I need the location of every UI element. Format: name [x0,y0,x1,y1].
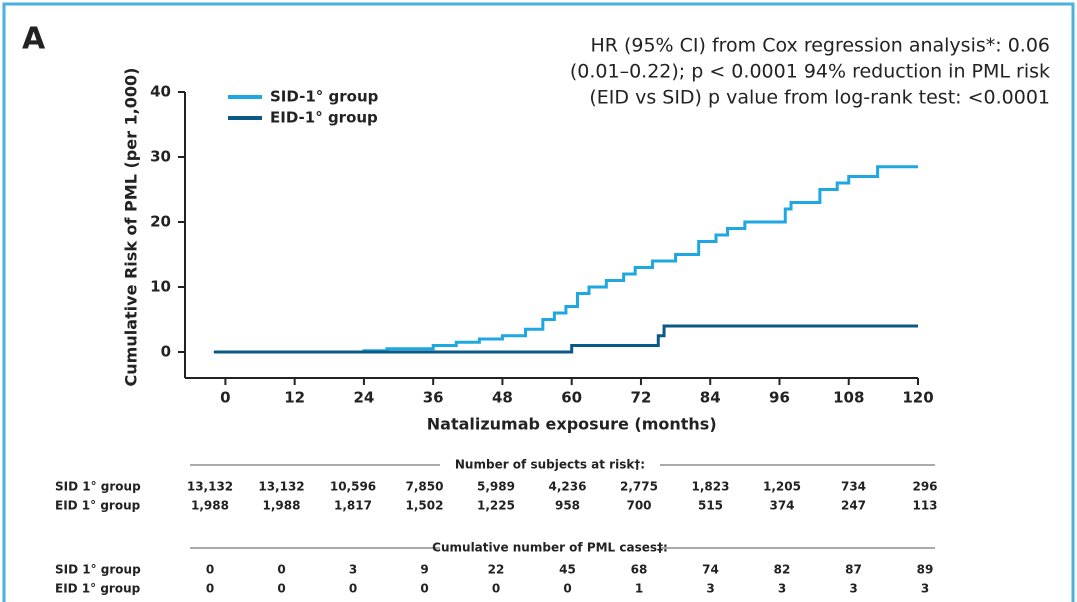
table-cell: 113 [912,499,937,513]
table-cell: 2,775 [620,480,658,494]
series-line [213,165,918,354]
x-tick-label: 120 [902,389,933,407]
table-cell: 0 [420,582,428,596]
table-cell: 3 [706,582,714,596]
table-cell: 22 [488,563,505,577]
table-cell: 1,823 [692,480,730,494]
table-cell: 1,225 [477,499,515,513]
table-cell: 87 [845,563,862,577]
y-tick-label: 0 [161,343,171,361]
y-tick-label: 20 [150,213,171,231]
x-tick-label: 96 [769,389,790,407]
table-cell: 734 [841,480,866,494]
x-tick-label: 72 [631,389,652,407]
table-cell: 3 [921,582,929,596]
table-cell: 1,502 [406,499,444,513]
table-cell: 4,236 [549,480,587,494]
table-cell: 247 [841,499,866,513]
table-cell: 13,132 [187,480,233,494]
table-cell: 89 [917,563,934,577]
y-tick-label: 40 [150,83,171,101]
table-cell: 0 [277,563,285,577]
table-cell: 0 [277,582,285,596]
x-tick-label: 36 [423,389,444,407]
table-cell: 296 [912,480,937,494]
table-cell: 0 [492,582,500,596]
table-cell: 1 [635,582,643,596]
table-cell: 3 [778,582,786,596]
table-row-label: EID 1° group [55,499,141,513]
x-axis-label: Natalizumab exposure (months) [427,415,717,434]
table-cell: 1,988 [263,499,301,513]
x-tick-label: 0 [220,389,230,407]
table-cell: 5,989 [477,480,515,494]
annotation: HR (95% CI) from Cox regression analysis… [590,35,1050,57]
table-cell: 374 [769,499,794,513]
table-cell: 0 [563,582,571,596]
annotation: (0.01–0.22); p < 0.0001 94% reduction in… [570,61,1050,83]
annotation: (EID vs SID) p value from log-rank test:… [589,87,1050,109]
table-cell: 68 [631,563,648,577]
x-tick-label: 12 [284,389,305,407]
table-row-label: SID 1° group [55,563,141,577]
x-tick-label: 84 [700,389,721,407]
table-row-label: SID 1° group [55,480,141,494]
x-tick-label: 24 [353,389,374,407]
table-cell: 45 [559,563,576,577]
table-cell: 1,205 [763,480,801,494]
table-cell: 7,850 [406,480,444,494]
y-tick-label: 10 [150,278,171,296]
table-section-title: Number of subjects at risk†: [455,458,645,472]
table-cell: 0 [206,563,214,577]
table-row-label: EID 1° group [55,582,141,596]
table-cell: 700 [626,499,651,513]
legend-label: SID-1° group [270,88,379,106]
legend-label: EID-1° group [270,109,378,127]
table-cell: 10,596 [330,480,376,494]
x-tick-label: 48 [492,389,513,407]
series-line [213,324,918,354]
y-axis-label: Cumulative Risk of PML (per 1,000) [122,68,141,387]
table-cell: 9 [420,563,428,577]
x-tick-label: 108 [833,389,864,407]
table-section-title: Cumulative number of PML cases‡: [432,541,668,555]
table-cell: 0 [206,582,214,596]
table-cell: 13,132 [258,480,304,494]
y-tick-label: 30 [150,148,171,166]
table-cell: 74 [702,563,719,577]
table-cell: 3 [849,582,857,596]
panel-label: A [22,22,46,57]
table-cell: 3 [349,563,357,577]
table-cell: 82 [774,563,791,577]
table-cell: 958 [555,499,580,513]
table-cell: 1,988 [191,499,229,513]
table-cell: 1,817 [334,499,372,513]
x-tick-label: 60 [561,389,582,407]
table-cell: 0 [349,582,357,596]
table-cell: 515 [698,499,723,513]
